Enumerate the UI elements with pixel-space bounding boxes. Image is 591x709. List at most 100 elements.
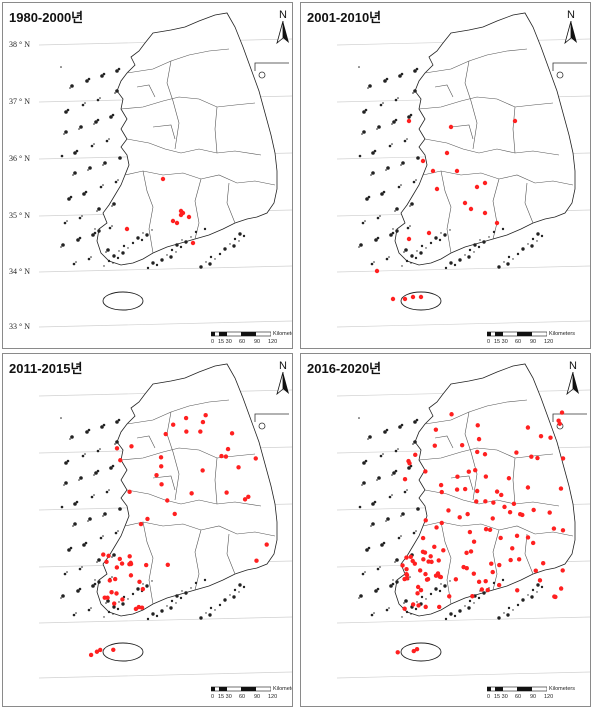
island bbox=[118, 601, 120, 603]
occurrence-point bbox=[483, 474, 489, 479]
island bbox=[464, 254, 466, 256]
occurrence-point bbox=[186, 214, 192, 220]
island bbox=[362, 110, 366, 114]
occurrence-point bbox=[420, 535, 426, 541]
island bbox=[385, 428, 389, 432]
island bbox=[175, 602, 177, 604]
island bbox=[63, 572, 67, 576]
occurrence-point bbox=[404, 571, 409, 577]
occurrence-point bbox=[459, 442, 465, 448]
inset-bracket bbox=[552, 413, 587, 422]
inset-bracket bbox=[254, 413, 289, 422]
island bbox=[440, 583, 442, 585]
island bbox=[122, 244, 126, 248]
occurrence-point bbox=[418, 588, 424, 593]
island bbox=[373, 149, 377, 153]
occurrence-point bbox=[529, 454, 534, 459]
island bbox=[536, 240, 538, 242]
island bbox=[60, 154, 64, 158]
scale-bar: Kilometers 0 15 30 60 90 120 bbox=[211, 686, 292, 706]
island bbox=[73, 171, 77, 175]
island bbox=[121, 602, 125, 606]
island bbox=[75, 261, 77, 263]
island bbox=[370, 613, 374, 617]
lat-label-35: 35 ° N bbox=[9, 211, 30, 220]
island bbox=[397, 185, 401, 189]
island bbox=[103, 265, 105, 267]
island bbox=[105, 251, 107, 253]
island bbox=[394, 210, 396, 212]
occurrence-point bbox=[449, 412, 454, 417]
occurrence-point bbox=[94, 649, 100, 654]
island bbox=[75, 612, 77, 614]
island bbox=[63, 484, 65, 486]
island bbox=[401, 265, 403, 267]
island bbox=[63, 133, 65, 135]
occurrence-point bbox=[410, 294, 416, 300]
island bbox=[371, 171, 375, 175]
island bbox=[527, 594, 529, 596]
occurrence-point bbox=[133, 606, 139, 612]
occurrence-point bbox=[165, 562, 171, 567]
island bbox=[115, 420, 119, 424]
island bbox=[69, 438, 71, 440]
occurrence-point bbox=[102, 595, 107, 600]
island bbox=[501, 227, 505, 231]
island bbox=[85, 79, 89, 83]
island bbox=[73, 151, 77, 155]
occurrence-point bbox=[137, 579, 142, 585]
island bbox=[394, 469, 398, 473]
occurrence-point bbox=[490, 516, 495, 521]
island bbox=[404, 599, 408, 603]
island bbox=[151, 229, 153, 231]
province-boundary bbox=[440, 170, 452, 254]
island bbox=[175, 243, 179, 247]
occurrence-point bbox=[483, 499, 488, 504]
island bbox=[60, 505, 64, 509]
island bbox=[114, 443, 116, 445]
island bbox=[444, 266, 448, 270]
occurrence-point bbox=[200, 468, 205, 473]
island bbox=[218, 252, 222, 256]
island bbox=[425, 247, 427, 249]
occurrence-point bbox=[189, 491, 194, 496]
map-panel-1980-2000: 1980-2000년 N 38 ° N 37 ° N 36 ° N 35 ° N… bbox=[2, 2, 293, 349]
occurrence-point bbox=[160, 176, 166, 182]
occurrence-point bbox=[395, 650, 400, 655]
occurrence-point bbox=[558, 586, 564, 591]
island bbox=[179, 596, 183, 600]
province-boundary bbox=[214, 106, 218, 154]
occurrence-point bbox=[404, 555, 409, 560]
island bbox=[374, 238, 378, 242]
island bbox=[370, 525, 372, 527]
island bbox=[449, 580, 451, 582]
occurrence-point bbox=[420, 549, 426, 554]
island bbox=[81, 103, 85, 107]
island bbox=[473, 602, 475, 604]
province-boundary bbox=[126, 138, 262, 156]
island bbox=[367, 87, 369, 89]
island bbox=[391, 123, 393, 125]
occurrence-point bbox=[410, 558, 415, 564]
island bbox=[151, 261, 155, 265]
occurrence-point bbox=[154, 472, 159, 478]
occurrence-point bbox=[462, 486, 468, 492]
island bbox=[405, 259, 409, 263]
occurrence-point bbox=[402, 296, 408, 302]
island bbox=[530, 244, 534, 248]
island bbox=[61, 594, 65, 598]
province-boundary bbox=[142, 170, 154, 254]
island bbox=[362, 461, 366, 465]
occurrence-point bbox=[170, 218, 176, 224]
island bbox=[358, 66, 360, 68]
island bbox=[184, 240, 188, 244]
occurrence-point bbox=[439, 520, 444, 526]
island bbox=[382, 102, 384, 104]
island bbox=[99, 185, 103, 189]
island bbox=[97, 229, 101, 233]
island bbox=[114, 92, 116, 94]
occurrence-point bbox=[436, 558, 441, 563]
island bbox=[140, 238, 144, 242]
island bbox=[385, 169, 387, 171]
island bbox=[429, 241, 433, 245]
